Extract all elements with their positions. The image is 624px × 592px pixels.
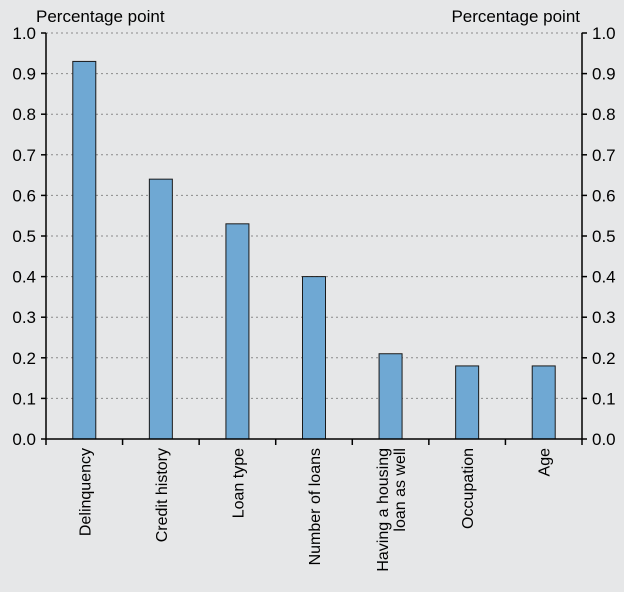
y-tick-label-left: 0.9 xyxy=(12,65,36,84)
bar-number-of-loans xyxy=(302,276,326,440)
y-tick-label-left: 0.2 xyxy=(12,349,36,368)
category-labels: Delinquency Credit history Loan type Number… xyxy=(77,448,553,572)
bars xyxy=(72,60,556,440)
y-tick-label-left: 0.5 xyxy=(12,227,36,246)
y-tick-label-right: 0.7 xyxy=(592,146,616,165)
bar-delinquency xyxy=(72,60,97,440)
y-tick-label-left: 0.8 xyxy=(12,105,36,124)
y-tick-label-right: 0.5 xyxy=(592,227,616,246)
x-category-label: Having a housingloan as well xyxy=(375,448,409,572)
bar-occupation xyxy=(455,365,480,440)
y-tick-label-left: 0.1 xyxy=(12,389,36,408)
y-tick-label-right: 0.4 xyxy=(592,268,616,287)
y-tick-label-right: 0.9 xyxy=(592,65,616,84)
x-category-label-line: Number of loans xyxy=(307,448,324,565)
x-category-label: Age xyxy=(537,448,554,477)
x-category-label: Number of loans xyxy=(307,448,324,565)
y-tick-label-right: 0.8 xyxy=(592,105,616,124)
tick-labels: 0.0 0.0 0.1 0.1 0.2 0.2 0.3 0.3 0.4 0.4 0.5 0.5 0.6 0… xyxy=(12,24,615,449)
y-tick-label-right: 0.2 xyxy=(592,349,616,368)
y-tick-label-left: 0.7 xyxy=(12,146,36,165)
y-tick-label-right: 0.1 xyxy=(592,389,616,408)
x-category-label: Occupation xyxy=(460,448,477,529)
x-category-label-line: Delinquency xyxy=(77,448,94,536)
y-tick-label-left: 0.4 xyxy=(12,268,36,287)
y-tick-label-left: 1.0 xyxy=(12,24,36,43)
y-tick-label-right: 0.0 xyxy=(592,430,616,449)
y-tick-label-left: 0.0 xyxy=(12,430,36,449)
bar-credit-history xyxy=(148,178,173,440)
gridlines xyxy=(46,32,582,399)
bar-loan-type xyxy=(225,223,250,440)
axes xyxy=(41,32,587,445)
x-category-label: Loan type xyxy=(230,448,247,518)
x-category-label: Delinquency xyxy=(77,448,94,536)
y-tick-label-right: 0.3 xyxy=(592,308,616,327)
x-category-label-line: Credit history xyxy=(154,448,171,542)
x-category-label-line: loan as well xyxy=(392,448,409,532)
x-category-label-line: Occupation xyxy=(460,448,477,529)
bar-having-a-housing-loan-as-well xyxy=(378,353,403,440)
y-tick-label-left: 0.6 xyxy=(12,186,36,205)
left-axis-unit-label: Percentage point xyxy=(36,7,165,26)
x-category-label-line: Loan type xyxy=(230,448,247,518)
y-tick-label-right: 1.0 xyxy=(592,24,616,43)
right-axis-unit-label: Percentage point xyxy=(451,7,580,26)
x-category-label-line: Having a housing xyxy=(375,448,392,572)
x-category-label: Credit history xyxy=(154,448,171,542)
bar-age xyxy=(531,365,556,440)
y-tick-label-right: 0.6 xyxy=(592,186,616,205)
y-tick-label-left: 0.3 xyxy=(12,308,36,327)
x-category-label-line: Age xyxy=(537,448,554,477)
